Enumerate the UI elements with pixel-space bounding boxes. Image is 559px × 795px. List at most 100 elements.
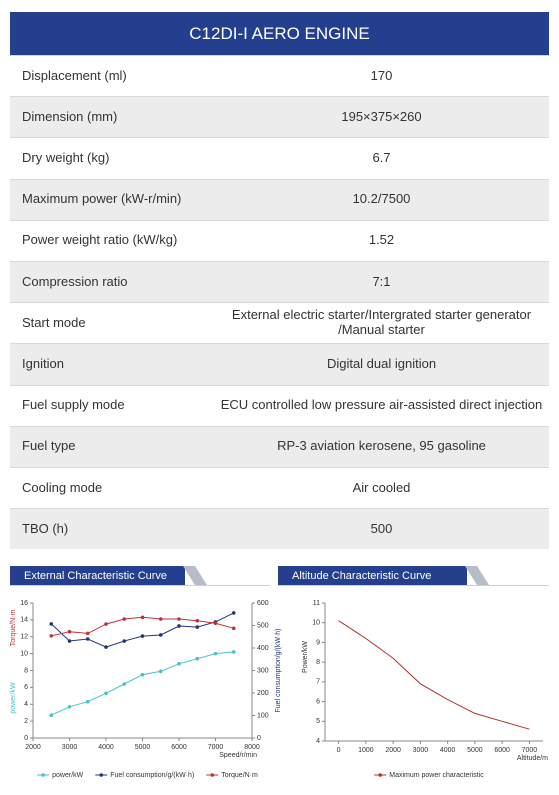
data-point: [177, 661, 181, 666]
spec-label: Dimension (mm): [10, 96, 214, 138]
table-title: C12DI-I AERO ENGINE: [10, 12, 549, 56]
y-tick-label: 16: [20, 600, 28, 607]
y-tick-label: 6: [316, 698, 320, 705]
y-tick-label: 0: [24, 735, 28, 742]
y2-tick-label: 0: [257, 735, 261, 742]
y2-tick-label: 300: [257, 667, 269, 674]
legend-marker: [210, 773, 215, 777]
data-point: [85, 637, 90, 641]
x-tick-label: 4000: [98, 744, 114, 751]
data-point: [49, 634, 54, 638]
data-point: [231, 611, 236, 615]
legend: power/kW Fuel consumption/g/(kW·h) Torque/…: [37, 772, 258, 779]
table-row: Fuel type RP-3 aviation kerosene, 95 gaso…: [10, 425, 549, 468]
y-tick-label: 7: [316, 679, 320, 686]
spec-value: 195×375×260: [214, 96, 549, 138]
x-tick-label: 3000: [413, 747, 429, 754]
data-point: [67, 639, 72, 643]
legend-item: power/kW: [37, 772, 84, 779]
data-point: [158, 633, 163, 637]
data-point: [195, 656, 200, 661]
x-tick-label: 7000: [208, 744, 224, 751]
data-point: [104, 622, 108, 626]
series-line: [338, 620, 530, 730]
spec-label: Dry weight (kg): [10, 137, 214, 180]
y2-tick-label: 400: [257, 645, 269, 652]
data-point: [85, 699, 90, 704]
spec-value: 500: [214, 508, 549, 550]
x-tick-label: 3000: [62, 744, 78, 751]
header-stripe: [465, 566, 489, 585]
table-row: Cooling mode Air cooled: [10, 466, 549, 509]
series-line: [51, 651, 234, 716]
legend-label: Torque/N·m: [221, 772, 258, 779]
x-tick-label: 2000: [25, 744, 41, 751]
spec-value: 6.7: [214, 137, 549, 180]
y-tick-label: 4: [24, 701, 28, 708]
spec-value: 7:1: [214, 260, 549, 303]
data-point: [213, 621, 218, 626]
y-tick-label: 14: [20, 617, 28, 624]
spec-value: Digital dual ignition: [214, 343, 549, 385]
data-point: [104, 691, 108, 696]
y-axis-label: Power/kW: [302, 641, 309, 673]
legend-marker: [99, 773, 104, 777]
legend-item: Torque/N·m: [206, 772, 258, 779]
spec-label: Start mode: [10, 302, 214, 344]
x-tick-label: 4000: [440, 747, 456, 754]
data-point: [158, 617, 163, 621]
section-header: [278, 566, 467, 585]
legend-label: Fuel consumption/g/(kW·h): [110, 772, 194, 779]
y-tick-label: 8: [316, 659, 320, 666]
table-row: Fuel supply mode ECU controlled low press…: [10, 384, 549, 427]
section-title: External Characteristic Curve: [24, 570, 167, 582]
spec-value: Air cooled: [214, 466, 549, 509]
x-axis-label: Altitude/m: [517, 755, 548, 762]
y-axis-label: Torque/N·m: [10, 610, 17, 647]
legend-label: power/kW: [52, 772, 84, 779]
charts: External Characteristic Curve 0 2 4 6 8 10 12 14…: [10, 566, 549, 779]
y2-tick-label: 200: [257, 690, 269, 697]
y-tick-label: 9: [316, 639, 320, 646]
spec-label: Displacement (ml): [10, 54, 214, 97]
spec-label: Power weight ratio (kW/kg): [10, 219, 214, 262]
table-row: Ignition Digital dual ignition: [10, 343, 549, 385]
table-row: Displacement (ml) 170: [10, 54, 549, 97]
data-point: [158, 669, 163, 674]
table-row: Dimension (mm) 195×375×260: [10, 96, 549, 138]
y-tick-label: 8: [24, 667, 28, 674]
x-tick-label: 2000: [385, 747, 401, 754]
data-point: [140, 672, 145, 677]
legend-label: Maximum power characteristic: [389, 772, 484, 779]
spec-label: TBO (h): [10, 508, 214, 550]
spec-label: Compression ratio: [10, 260, 214, 303]
legend-marker: [41, 773, 45, 777]
section-header: [10, 566, 185, 585]
spec-label: Maximum power (kW-r/min): [10, 178, 214, 221]
data-point: [67, 629, 72, 634]
x-tick-label: 0: [337, 747, 341, 754]
y2-tick-label: 500: [257, 622, 269, 629]
data-point: [67, 704, 72, 709]
data-point: [85, 631, 90, 636]
table-row: Dry weight (kg) 6.7: [10, 137, 549, 180]
spec-value: RP-3 aviation kerosene, 95 gasoline: [214, 425, 549, 468]
y2-axis-label: Fuel consumption/g/(kW·h): [275, 628, 282, 712]
y2-tick-label: 100: [257, 712, 269, 719]
series-line: [51, 616, 234, 637]
data-point: [231, 650, 236, 654]
legend-marker: [378, 773, 383, 777]
spec-label: Fuel type: [10, 425, 214, 468]
y-tick-label: 2: [24, 718, 28, 725]
data-point: [122, 682, 127, 686]
data-point: [122, 617, 127, 621]
data-point: [195, 618, 200, 623]
x-axis-label: Speed/r/min: [219, 752, 257, 759]
table-row: Power weight ratio (kW/kg) 1.52: [10, 219, 549, 262]
data-point: [49, 713, 54, 718]
data-point: [177, 617, 181, 621]
spec-label: Ignition: [10, 343, 214, 385]
legend-item: Fuel consumption/g/(kW·h): [95, 772, 194, 779]
table-row: Compression ratio 7:1: [10, 260, 549, 303]
